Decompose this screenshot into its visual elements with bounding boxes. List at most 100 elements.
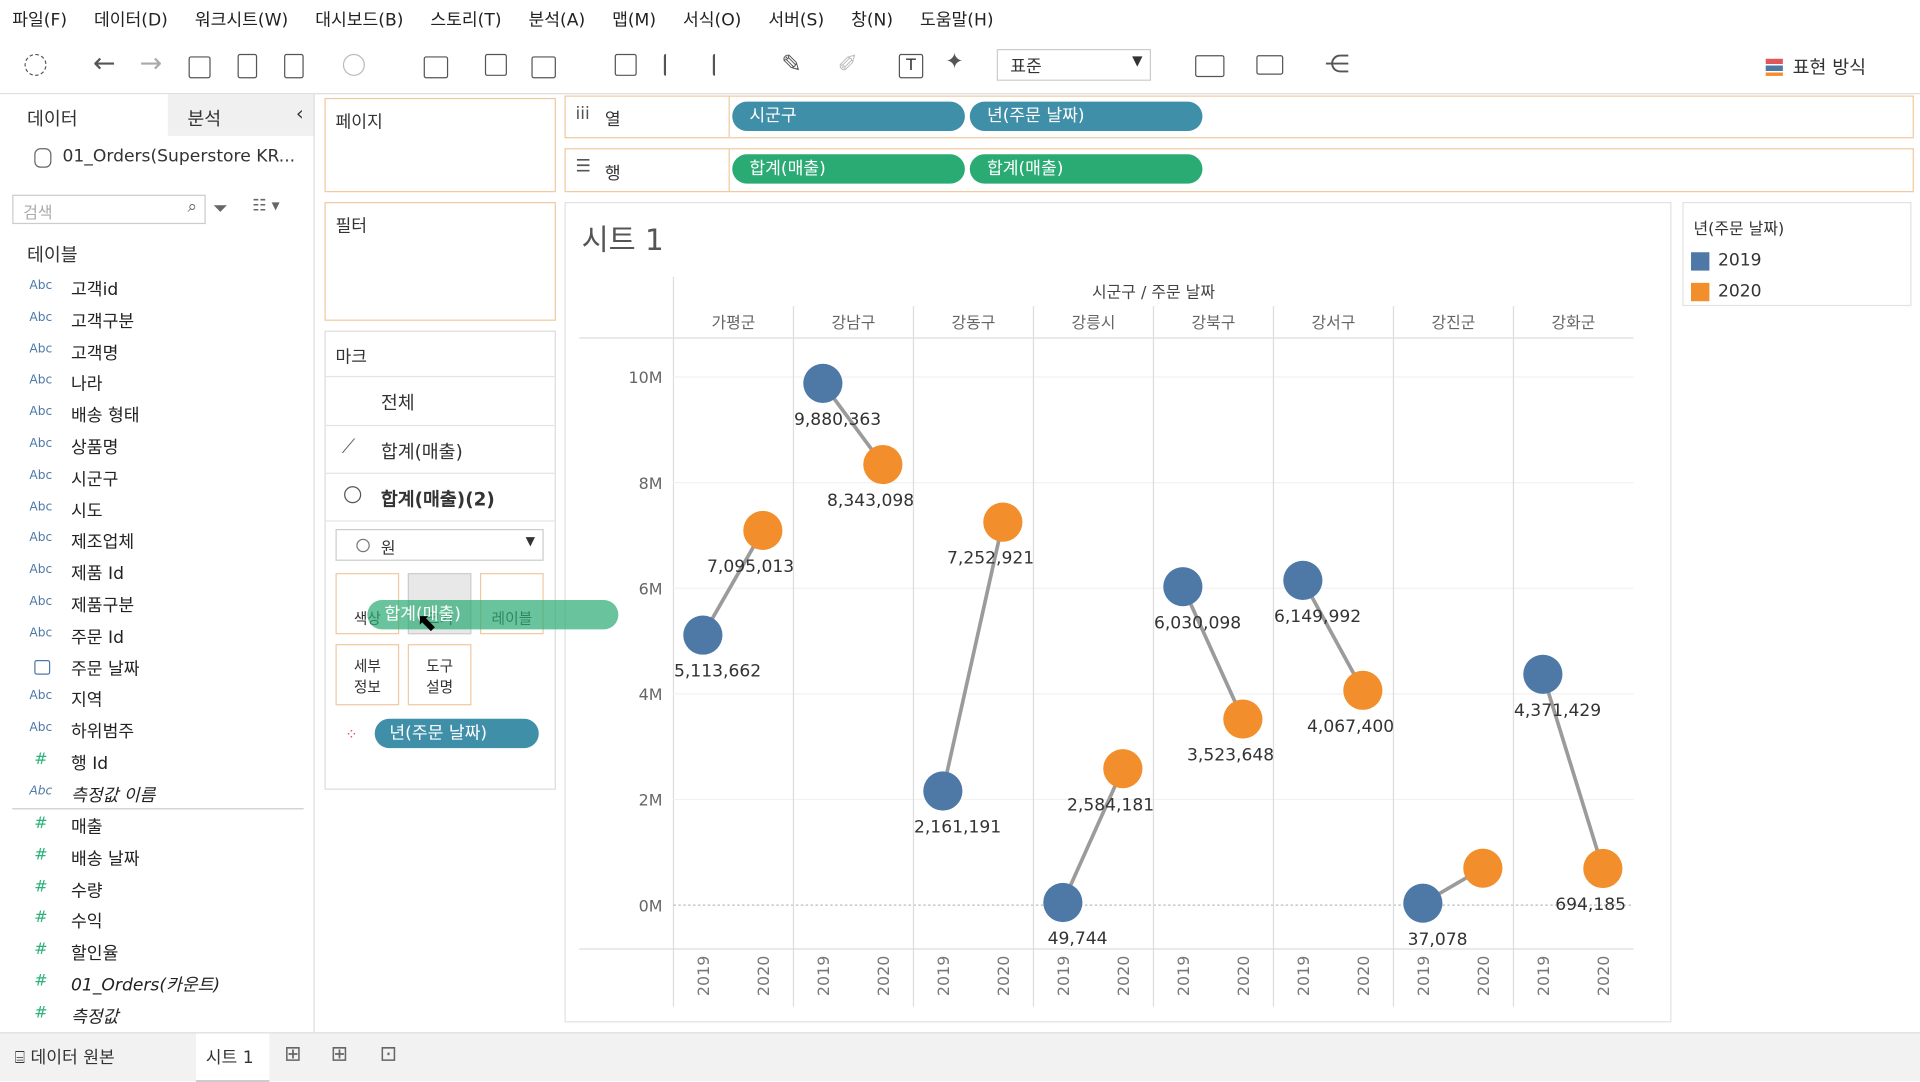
menu-item[interactable]: 데이터(D): [93, 11, 168, 31]
pill-label: 합계(매출): [384, 604, 461, 625]
drag-pill[interactable]: 합계(매출): [367, 600, 619, 630]
column-header: 강동구: [952, 313, 996, 332]
dot: [1403, 883, 1443, 923]
swap[interactable]: [614, 53, 637, 76]
data-source-tab[interactable]: ⌸ 데이터 원본: [14, 1048, 115, 1068]
duplicate[interactable]: [484, 53, 507, 76]
highlight[interactable]: ✎: [781, 48, 802, 79]
menu-item[interactable]: 워크시트(W): [194, 11, 289, 31]
show-labels[interactable]: T: [898, 53, 924, 79]
pause-updates[interactable]: [284, 53, 304, 79]
marks-button[interactable]: 도구 설명: [407, 644, 472, 706]
sort-asc[interactable]: [663, 53, 684, 76]
menu-item[interactable]: 파일(F): [12, 11, 68, 31]
field-type: #: [34, 1003, 48, 1023]
field-name: 배송 날짜: [71, 849, 140, 870]
dot: [983, 502, 1023, 542]
x-axis-title: 시군구 / 주문 날짜: [1092, 283, 1215, 302]
field-name: 01_Orders(카운트): [71, 975, 221, 996]
divider: [325, 472, 555, 474]
column-header: 강릉시: [1072, 313, 1116, 332]
rows-pill[interactable]: 합계(매출): [732, 154, 965, 184]
new-story[interactable]: ⊡: [379, 1042, 398, 1067]
filters-shelf[interactable]: 필터: [324, 202, 556, 321]
fit-select[interactable]: 표준 ▼: [996, 48, 1152, 81]
sort-desc[interactable]: [712, 53, 733, 76]
data-tab[interactable]: 데이터: [0, 94, 168, 139]
field-name: 지역: [71, 691, 103, 711]
pill-label: 합계(매출): [986, 159, 1064, 179]
rows-icon: ☰: [575, 156, 591, 177]
analysis-tab[interactable]: 분석 ‹: [167, 94, 314, 136]
analysis-tab-label: 분석: [187, 107, 222, 130]
rows-pill[interactable]: 합계(매출): [969, 154, 1203, 184]
field-name: 나라: [71, 375, 103, 395]
menu-item[interactable]: 도움말(H): [919, 11, 994, 31]
collapse[interactable]: ‹: [295, 101, 304, 125]
menu-item[interactable]: 맵(M): [612, 11, 657, 31]
divider: [12, 808, 304, 810]
data-source[interactable]: 01_Orders(Superstore KR...: [62, 146, 296, 167]
undo[interactable]: ←: [93, 48, 116, 80]
columns-pill[interactable]: 년(주문 날짜): [969, 101, 1203, 132]
field-name: 배송 형태: [71, 406, 140, 427]
rows-label: 행: [604, 164, 621, 184]
field-name: 시군구: [71, 469, 119, 490]
field-type: #: [34, 750, 48, 769]
pin[interactable]: ✦: [945, 48, 964, 75]
marks-all[interactable]: 전체: [380, 391, 415, 414]
filter-icon[interactable]: ⏷: [213, 197, 228, 220]
x-tick-label: 2020: [1114, 956, 1133, 996]
connector-line: [1541, 673, 1605, 870]
mark-type-select[interactable]: 원 ▼: [335, 528, 544, 561]
presentation[interactable]: [1256, 55, 1284, 75]
menu-item[interactable]: 대시보드(B): [315, 11, 404, 31]
x-tick-label: 2019: [934, 956, 953, 996]
view-icon[interactable]: ☷ ▾: [252, 197, 280, 216]
field-name: 제조업체: [71, 533, 135, 553]
field-name: 고객명: [71, 343, 119, 364]
dot: [923, 771, 963, 811]
data-label: 3,523,648: [1187, 746, 1274, 766]
pill-label: 합계(매출): [749, 159, 826, 179]
divider: [325, 424, 555, 427]
menu-item[interactable]: 분석(A): [528, 11, 586, 31]
new-sheet[interactable]: [423, 56, 449, 79]
show-cards[interactable]: [1195, 55, 1225, 78]
color-pill[interactable]: 년(주문 날짜): [374, 718, 539, 749]
column-header: 강남구: [832, 313, 876, 332]
save[interactable]: [188, 56, 211, 79]
logo[interactable]: [24, 53, 47, 76]
field-name: 수량: [71, 881, 103, 901]
columns-pill[interactable]: 시군구: [732, 101, 965, 132]
sheet-tab[interactable]: 시트 1: [195, 1033, 270, 1082]
menu-item[interactable]: 서버(S): [768, 11, 825, 31]
menu-item[interactable]: 스토리(T): [430, 11, 502, 31]
data-label: 49,744: [1048, 929, 1108, 949]
menu-item[interactable]: 서식(O): [682, 11, 742, 31]
marks-button[interactable]: 세부 정보: [335, 644, 400, 706]
new-dashboard[interactable]: ⊞: [330, 1042, 349, 1067]
redo[interactable]: →: [139, 48, 163, 80]
marks-layer[interactable]: 합계(매출)(2): [380, 488, 495, 511]
data-label: 9,880,363: [794, 410, 881, 430]
x-tick-label: 2019: [1294, 956, 1313, 996]
show-me[interactable]: 표현 방식: [1765, 54, 1866, 80]
search-box[interactable]: 검색 ⌕: [12, 194, 206, 225]
pages-shelf[interactable]: 페이지: [324, 97, 556, 193]
share[interactable]: ⋲: [1324, 48, 1350, 79]
dot: [1103, 749, 1143, 789]
new-worksheet[interactable]: ⊞: [284, 1042, 302, 1067]
dot: [1523, 654, 1563, 694]
dropdown-arrow: ▼: [525, 535, 536, 549]
menu-item[interactable]: 창(N): [851, 11, 894, 31]
data-label: 2,161,191: [914, 818, 1001, 838]
new-data-source[interactable]: [237, 53, 258, 79]
marks-layer[interactable]: 합계(매출): [380, 440, 463, 463]
date-icon: [34, 659, 51, 675]
refresh[interactable]: [342, 53, 365, 76]
annotate[interactable]: ✐: [837, 48, 859, 79]
divider: [728, 96, 730, 138]
clear[interactable]: [531, 56, 556, 79]
x-tick-label: 2019: [1054, 956, 1073, 996]
